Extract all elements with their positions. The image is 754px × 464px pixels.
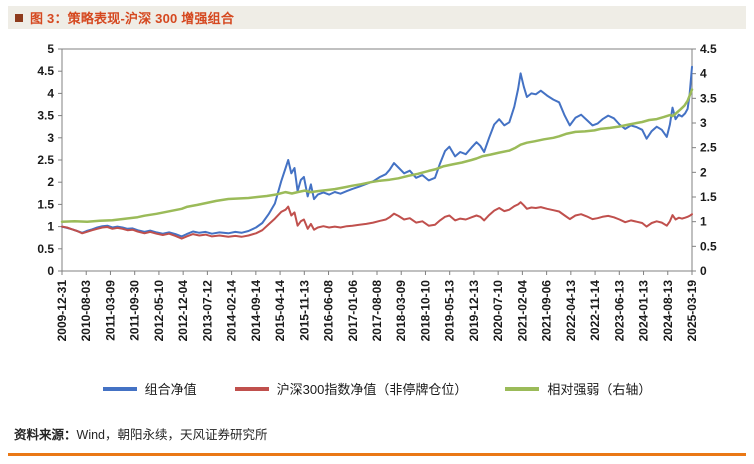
x-axis-label: 2025-03-19: [685, 280, 699, 342]
portfolio-line-swatch: [102, 386, 137, 391]
x-axis-label: 2012-12-04: [176, 280, 190, 342]
figure-title-bar: 图 3：策略表现-沪深 300 增强组合: [8, 6, 746, 29]
y-axis-left-label: 1: [47, 220, 54, 234]
y-axis-right-label: 2.5: [700, 141, 717, 155]
series-line-portfolio-net-value: [61, 65, 693, 238]
x-axis-label: 2024-08-13: [661, 280, 675, 342]
x-axis-label: 2020-07-10: [491, 280, 505, 342]
x-axis-labels: 2009-12-31 2010-08-03 2011-03-09 2011-09-30…: [55, 271, 699, 341]
plot-border: [61, 48, 693, 272]
y-axis-left-label: 4.5: [37, 64, 54, 78]
x-axis-label: 2017-01-06: [346, 280, 360, 342]
y-axis-right-label: 4: [700, 67, 707, 81]
relative-strength-line-swatch: [505, 386, 540, 391]
y-axis-left-label: 0: [47, 264, 54, 278]
y-axis-right-label: 3.5: [700, 91, 717, 105]
legend-label-portfolio: 组合净值: [144, 382, 197, 397]
x-axis-label: 2019-05-13: [443, 280, 457, 342]
legend-label-csi300: 沪深300指数净值（非停牌仓位）: [276, 382, 468, 397]
y-axis-right-label: 1.5: [700, 190, 717, 204]
y-axis-right-label: 3: [700, 116, 707, 130]
x-axis-label: 2015-04-14: [273, 280, 287, 342]
x-axis-label: 2018-03-09: [394, 280, 408, 342]
y-axis-right-label: 1: [700, 215, 707, 229]
x-axis-label: 2017-08-08: [370, 280, 384, 342]
y-axis-left-label: 2.5: [37, 153, 54, 167]
x-axis-label: 2022-04-13: [564, 280, 578, 342]
x-axis-label: 2014-09-14: [249, 280, 263, 342]
source-label: 资料来源：: [14, 428, 77, 442]
csi300-line-swatch: [234, 386, 269, 391]
series-line-csi300-net-value: [61, 201, 693, 240]
figure-title: 图 3：策略表现-沪深 300 增强组合: [30, 11, 235, 26]
data-source-row: 资料来源：Wind，朝阳永续，天风证券研究所: [8, 424, 746, 443]
x-axis-label: 2023-06-13: [612, 280, 626, 342]
x-axis-label: 2019-12-13: [467, 280, 481, 342]
y-axis-left-label: 3: [47, 131, 54, 145]
x-axis-label: 2012-05-10: [152, 280, 166, 342]
y-axis-right: 4.5 4 3.5 3 2.5 2 1.5 1 0.5 0: [692, 42, 717, 278]
source-text: Wind，朝阳永续，天风证券研究所: [76, 428, 268, 442]
y-axis-right-label: 2: [700, 165, 707, 179]
x-axis-label: 2016-06-08: [322, 280, 336, 342]
y-axis-left-label: 5: [47, 42, 54, 56]
y-axis-left-label: 0.5: [37, 242, 54, 256]
y-axis-left-label: 2: [47, 175, 54, 189]
y-axis-left: 5 4.5 4 3.5 3 2.5 2 1.5 1 0.5 0: [37, 42, 62, 278]
x-axis-label: 2022-11-14: [588, 280, 602, 341]
legend-item-portfolio: 组合净值: [102, 379, 197, 398]
y-axis-right-label: 0.5: [700, 239, 717, 253]
footer-rule: [8, 453, 746, 456]
x-axis-label: 2011-03-09: [103, 280, 117, 341]
y-axis-left-label: 1.5: [37, 197, 54, 211]
y-axis-right-label: 0: [700, 264, 707, 278]
x-axis-label: 2024-01-13: [637, 280, 651, 342]
strategy-performance-chart: 5 4.5 4 3.5 3 2.5 2 1.5 1 0.5 0 4.5 4 3.5 3 2.5 2 1.5 1 0.5…: [37, 42, 717, 341]
series-line-relative-strength: [60, 88, 694, 223]
x-axis-label: 2021-09-06: [540, 280, 554, 342]
x-axis-label: 2011-09-30: [128, 280, 142, 341]
legend-item-csi300: 沪深300指数净值（非停牌仓位）: [234, 379, 468, 398]
x-axis-label: 2015-11-13: [297, 280, 311, 341]
legend-item-relative-strength: 相对强弱（右轴）: [505, 379, 651, 398]
y-axis-left-label: 3.5: [37, 109, 54, 123]
title-bullet-icon: [15, 13, 23, 22]
x-axis-label: 2013-07-12: [200, 280, 214, 342]
y-axis-right-label: 4.5: [700, 42, 717, 56]
legend-label-relative-strength: 相对强弱（右轴）: [547, 382, 652, 397]
x-axis-label: 2018-10-10: [418, 280, 432, 342]
chart-legend: 组合净值 沪深300指数净值（非停牌仓位） 相对强弱（右轴）: [8, 379, 746, 398]
y-axis-left-label: 4: [47, 86, 54, 100]
chart-area: 5 4.5 4 3.5 3 2.5 2 1.5 1 0.5 0 4.5 4 3.5 3 2.5 2 1.5 1 0.5…: [8, 39, 746, 365]
x-axis-label: 2021-02-04: [515, 280, 529, 342]
x-axis-label: 2014-02-14: [225, 280, 239, 342]
x-axis-label: 2009-12-31: [55, 280, 69, 342]
x-axis-label: 2010-08-03: [79, 280, 93, 342]
